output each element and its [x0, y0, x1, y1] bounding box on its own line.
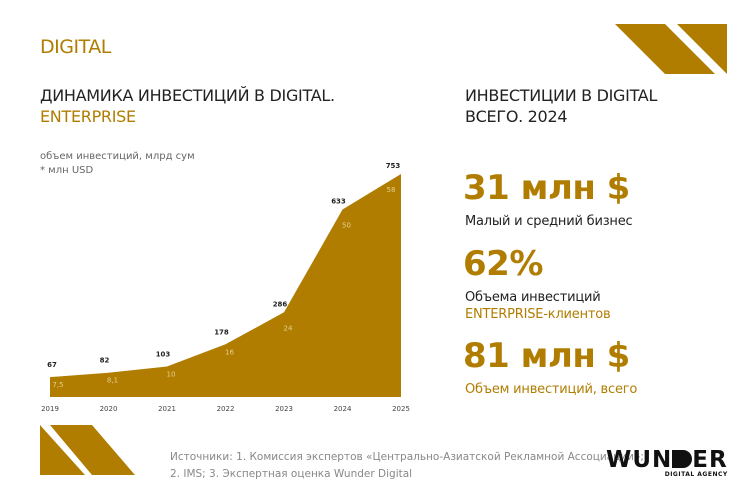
sources-line-2: 2. IMS; 3. Экспертная оценка Wunder Digi… [170, 468, 413, 480]
data-label: 103 [156, 350, 171, 358]
stat-label-share: Объема инвестиций [465, 290, 601, 305]
x-tick-label: 2021 [158, 405, 176, 413]
data-label-usd: 24 [284, 324, 293, 332]
data-label: 633 [331, 198, 346, 206]
chart-subtitle: ENTERPRISE [40, 107, 136, 126]
right-title: ИНВЕСТИЦИИ В DIGITAL [465, 86, 658, 105]
stat-label-share-2: ENTERPRISE-клиентов [465, 307, 611, 322]
x-tick-label: 2024 [334, 405, 352, 413]
chart-title: ДИНАМИКА ИНВЕСТИЦИЙ В DIGITAL. [40, 86, 335, 105]
stat-label-total: Объем инвестиций, всего [465, 382, 638, 397]
x-tick-label: 2025 [392, 405, 410, 413]
x-tick-label: 2019 [41, 405, 59, 413]
area-chart: 67 7,5 2019 82 8,1 2020 103 10 2021 178 16 2022 286 2… [41, 162, 410, 413]
corner-decoration-top [615, 24, 727, 74]
data-label-usd: 58 [387, 186, 396, 194]
stat-value-smb: 31 млн $ [463, 168, 630, 208]
data-label: 753 [386, 162, 401, 170]
data-label-usd: 7,5 [52, 381, 63, 389]
section-title: DIGITAL [40, 36, 111, 58]
x-tick-label: 2020 [100, 405, 118, 413]
data-label: 67 [47, 361, 57, 369]
data-label-usd: 50 [342, 222, 351, 230]
stat-value-share: 62% [463, 244, 543, 284]
data-label-usd: 16 [225, 348, 234, 356]
x-tick-label: 2022 [217, 405, 235, 413]
data-label: 82 [100, 357, 110, 365]
data-label: 178 [214, 328, 229, 336]
stat-value-total: 81 млн $ [463, 336, 630, 376]
sources-line-1: Источники: 1. Комиссия экспертов «Центра… [170, 451, 644, 463]
stat-label-smb: Малый и средний бизнес [465, 214, 633, 229]
data-label-usd: 10 [167, 370, 176, 378]
y-axis-label-secondary: * млн USD [40, 165, 94, 176]
data-label: 286 [273, 300, 288, 308]
data-label-usd: 8,1 [107, 377, 118, 385]
right-title-year: ВСЕГО. 2024 [465, 107, 568, 126]
wunder-logo: WUN ER DIGITAL AGENCY [606, 447, 728, 479]
corner-decoration-bottom [40, 425, 135, 475]
area-series [50, 174, 401, 397]
y-axis-label: объем инвестиций, млрд сум [40, 151, 195, 162]
x-tick-label: 2023 [275, 405, 293, 413]
